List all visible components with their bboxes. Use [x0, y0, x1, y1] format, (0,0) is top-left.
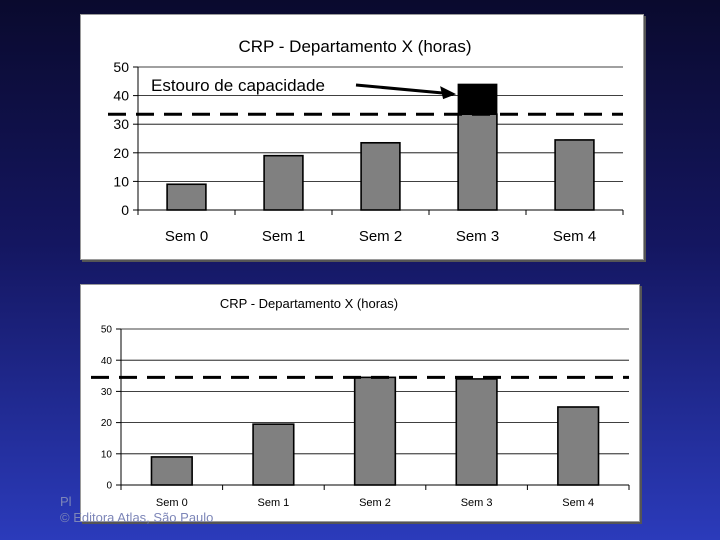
x-tick-label-sem-0: Sem 0	[156, 497, 188, 509]
y-tick-label-0: 0	[106, 481, 112, 492]
y-tick-label-50: 50	[101, 325, 113, 336]
footer-line-1: Pl	[60, 494, 72, 509]
y-tick-label-10: 10	[101, 449, 113, 460]
bar-overload-sem-3	[457, 83, 498, 115]
bar-sem-0	[166, 183, 207, 211]
chart-crp-bottom: CRP - Departamento X (horas) 0 10 20 30 40 50 S…	[80, 284, 640, 522]
bar-sem-1	[263, 154, 304, 211]
x-tick-label-sem-2: Sem 2	[359, 228, 402, 245]
x-tick-label-sem-4: Sem 4	[553, 228, 596, 245]
x-tick-label-sem-0: Sem 0	[165, 228, 208, 245]
x-tick-label-sem-4: Sem 4	[562, 497, 594, 509]
y-tick-label-0: 0	[121, 202, 129, 218]
footer-credit: Pl © Editora Atlas, São Paulo	[60, 494, 213, 526]
y-tick-label-40: 40	[113, 88, 129, 104]
y-tick-label-30: 30	[101, 387, 113, 398]
y-tick-label-20: 20	[101, 418, 113, 429]
y-tick-label-20: 20	[113, 145, 129, 161]
y-tick-label-40: 40	[101, 356, 113, 367]
bar-sem-3	[457, 113, 498, 211]
x-tick-label-sem-3: Sem 3	[456, 228, 499, 245]
chart-title: CRP - Departamento X (horas)	[220, 296, 398, 311]
annotation-arrowhead	[440, 86, 457, 100]
annotation-arrow-shaft	[355, 83, 445, 95]
y-tick-label-50: 50	[113, 59, 129, 75]
y-tick-label-10: 10	[113, 173, 129, 189]
x-tick-label-sem-1: Sem 1	[262, 228, 305, 245]
bar-sem-2	[360, 141, 401, 211]
chart-crp-top: CRP - Departamento X (horas) 0 10 20 30 40 50 S…	[80, 14, 644, 260]
chart-crp-top-svg: CRP - Departamento X (horas) 0 10 20 30 40 50 S…	[108, 37, 624, 245]
annotation-label: Estouro de capacidade	[151, 76, 325, 95]
bar-sem-3	[455, 378, 498, 486]
bar-sem-4	[554, 139, 595, 211]
x-tick-label-sem-3: Sem 3	[461, 497, 493, 509]
x-tick-label-sem-2: Sem 2	[359, 497, 391, 509]
chart-crp-bottom-svg: CRP - Departamento X (horas) 0 10 20 30 40 50 S…	[91, 296, 630, 509]
footer-line-2: © Editora Atlas, São Paulo	[60, 510, 214, 525]
y-tick-label-30: 30	[113, 116, 129, 132]
x-tick-label-sem-1: Sem 1	[258, 497, 290, 509]
bar-sem-2	[353, 376, 397, 486]
bar-sem-1	[252, 423, 295, 486]
bar-sem-4	[557, 406, 600, 486]
bar-sem-0	[150, 456, 193, 486]
chart-title: CRP - Departamento X (horas)	[238, 37, 471, 56]
